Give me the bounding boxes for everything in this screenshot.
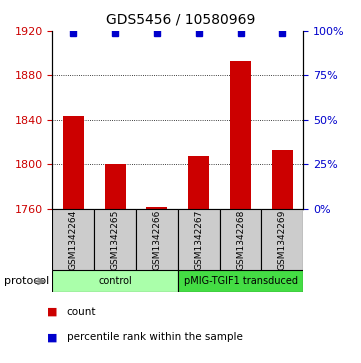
Bar bbox=[52, 270, 178, 292]
Text: count: count bbox=[67, 307, 96, 317]
Bar bbox=[178, 270, 303, 292]
Bar bbox=[94, 209, 136, 270]
Text: ■: ■ bbox=[47, 332, 57, 342]
Text: GSM1342269: GSM1342269 bbox=[278, 209, 287, 270]
Bar bbox=[188, 156, 209, 209]
Bar bbox=[136, 209, 178, 270]
Bar bbox=[219, 209, 261, 270]
Bar bbox=[63, 117, 84, 209]
Bar bbox=[147, 207, 168, 209]
Text: ■: ■ bbox=[47, 307, 57, 317]
Text: GDS5456 / 10580969: GDS5456 / 10580969 bbox=[106, 13, 255, 27]
Text: GSM1342267: GSM1342267 bbox=[194, 209, 203, 270]
Bar bbox=[178, 209, 219, 270]
Text: percentile rank within the sample: percentile rank within the sample bbox=[67, 332, 243, 342]
Text: GSM1342268: GSM1342268 bbox=[236, 209, 245, 270]
Bar bbox=[105, 164, 126, 209]
Bar bbox=[272, 150, 293, 209]
Text: pMIG-TGIF1 transduced: pMIG-TGIF1 transduced bbox=[183, 276, 297, 286]
Text: GSM1342265: GSM1342265 bbox=[110, 209, 119, 270]
Text: control: control bbox=[98, 276, 132, 286]
Text: GSM1342264: GSM1342264 bbox=[69, 209, 78, 270]
Text: GSM1342266: GSM1342266 bbox=[152, 209, 161, 270]
Bar bbox=[261, 209, 303, 270]
Bar bbox=[52, 209, 94, 270]
Text: protocol: protocol bbox=[4, 276, 49, 286]
Bar bbox=[230, 61, 251, 209]
